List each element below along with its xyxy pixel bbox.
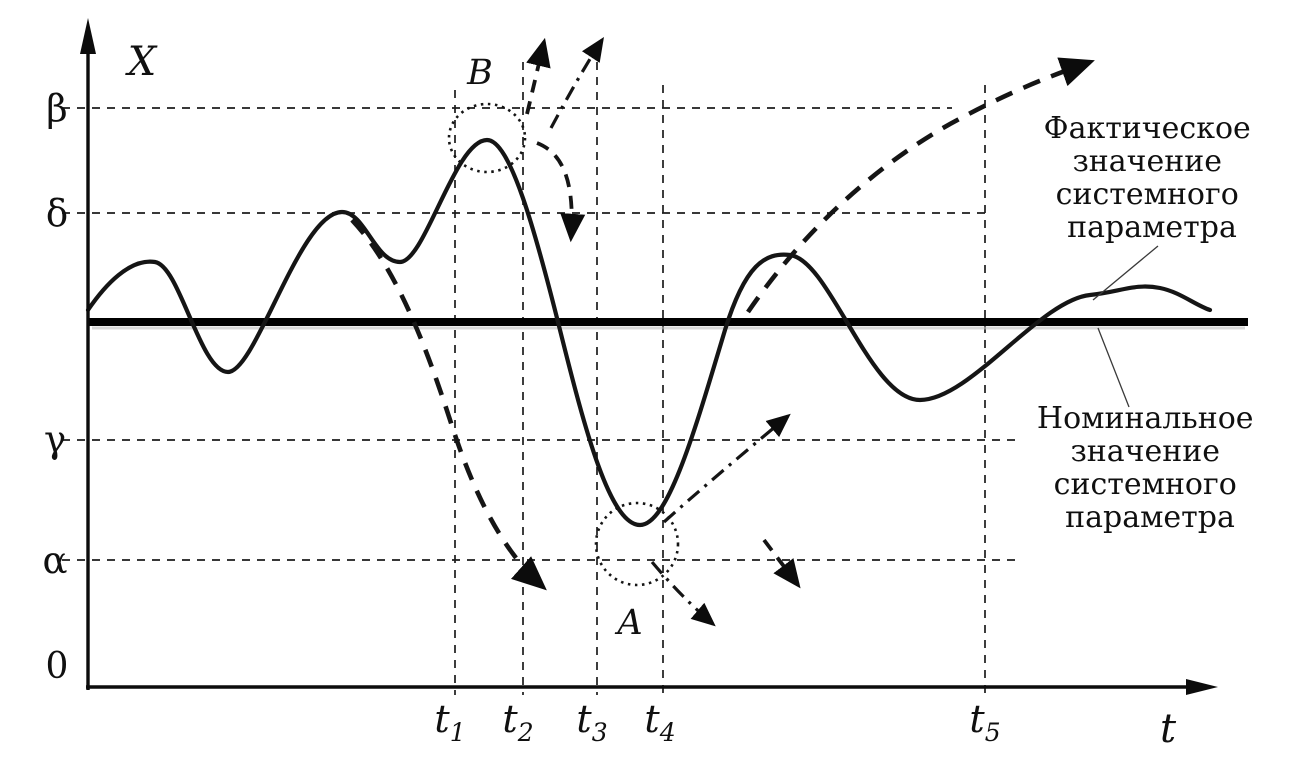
y-axis-label: X bbox=[125, 39, 158, 85]
y-axis-arrowhead bbox=[80, 18, 96, 54]
x-axis-label: t bbox=[1160, 706, 1177, 752]
b-arrow-up-dashed bbox=[525, 37, 551, 115]
trajectory-rising-dashed bbox=[746, 57, 1095, 314]
trajectory-falling-dashed bbox=[350, 218, 547, 591]
leader-nominal bbox=[1097, 327, 1130, 408]
point-a-arrows bbox=[650, 413, 801, 627]
focus-circle-a bbox=[594, 501, 680, 587]
y-tick-labels: β δ γ α bbox=[43, 87, 69, 582]
b-arrow-upright-dashdot bbox=[549, 36, 604, 129]
a-arrow-downright-dashdot bbox=[650, 560, 716, 627]
point-b-arrows bbox=[525, 36, 604, 243]
tick-alpha: α bbox=[43, 539, 68, 582]
tick-delta: δ bbox=[46, 192, 68, 235]
tick-t4: t4 bbox=[644, 697, 675, 747]
point-b-label: B bbox=[466, 53, 493, 93]
actual-value-curve bbox=[85, 137, 1213, 528]
focus-circle-b bbox=[447, 102, 527, 174]
horizontal-gridlines bbox=[62, 107, 1022, 561]
annotation-actual: Фактическое значение системного параметр… bbox=[1044, 111, 1261, 245]
x-axis-arrowhead bbox=[1186, 679, 1218, 695]
leader-actual bbox=[1092, 245, 1159, 301]
b-arrow-down-dashed bbox=[536, 141, 586, 243]
annotation-nominal: Номинальное значение системного параметр… bbox=[1037, 401, 1263, 535]
tick-t5: t5 bbox=[969, 697, 1000, 747]
tick-t1: t1 bbox=[434, 697, 465, 747]
tick-gamma: γ bbox=[44, 418, 66, 461]
origin-label: 0 bbox=[46, 646, 69, 687]
vertical-gridlines bbox=[454, 62, 986, 695]
tick-beta: β bbox=[46, 87, 67, 130]
x-tick-labels: t1 t2 t3 t4 t5 bbox=[434, 697, 1000, 747]
a-arrow-downright-dashed bbox=[762, 538, 801, 589]
tick-t2: t2 bbox=[502, 697, 533, 747]
point-a-label: A bbox=[614, 603, 642, 643]
a-arrow-upright-dashdot bbox=[662, 413, 791, 524]
tick-t3: t3 bbox=[576, 697, 607, 747]
